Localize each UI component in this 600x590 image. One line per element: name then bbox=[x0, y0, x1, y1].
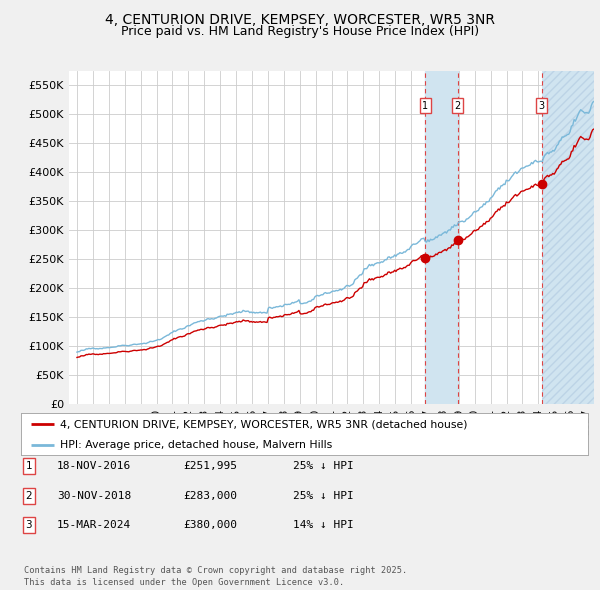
Text: 4, CENTURION DRIVE, KEMPSEY, WORCESTER, WR5 3NR (detached house): 4, CENTURION DRIVE, KEMPSEY, WORCESTER, … bbox=[59, 419, 467, 429]
Text: 4, CENTURION DRIVE, KEMPSEY, WORCESTER, WR5 3NR: 4, CENTURION DRIVE, KEMPSEY, WORCESTER, … bbox=[105, 13, 495, 27]
Bar bbox=[542, 71, 594, 404]
Text: 1: 1 bbox=[25, 461, 32, 471]
Text: Contains HM Land Registry data © Crown copyright and database right 2025.
This d: Contains HM Land Registry data © Crown c… bbox=[24, 566, 407, 587]
Text: 3: 3 bbox=[539, 101, 545, 111]
Text: Price paid vs. HM Land Registry's House Price Index (HPI): Price paid vs. HM Land Registry's House … bbox=[121, 25, 479, 38]
Text: 1: 1 bbox=[422, 101, 428, 111]
Text: 2: 2 bbox=[454, 101, 461, 111]
Text: 2: 2 bbox=[25, 491, 32, 500]
Bar bbox=[542, 71, 594, 404]
Text: £251,995: £251,995 bbox=[183, 461, 237, 471]
Text: £380,000: £380,000 bbox=[183, 520, 237, 530]
Text: 15-MAR-2024: 15-MAR-2024 bbox=[57, 520, 131, 530]
Text: 14% ↓ HPI: 14% ↓ HPI bbox=[293, 520, 353, 530]
Text: 3: 3 bbox=[25, 520, 32, 530]
Text: 25% ↓ HPI: 25% ↓ HPI bbox=[293, 491, 353, 500]
Bar bbox=[425, 71, 458, 404]
Text: 25% ↓ HPI: 25% ↓ HPI bbox=[293, 461, 353, 471]
Text: HPI: Average price, detached house, Malvern Hills: HPI: Average price, detached house, Malv… bbox=[59, 440, 332, 450]
Text: 30-NOV-2018: 30-NOV-2018 bbox=[57, 491, 131, 500]
Text: 18-NOV-2016: 18-NOV-2016 bbox=[57, 461, 131, 471]
Text: £283,000: £283,000 bbox=[183, 491, 237, 500]
